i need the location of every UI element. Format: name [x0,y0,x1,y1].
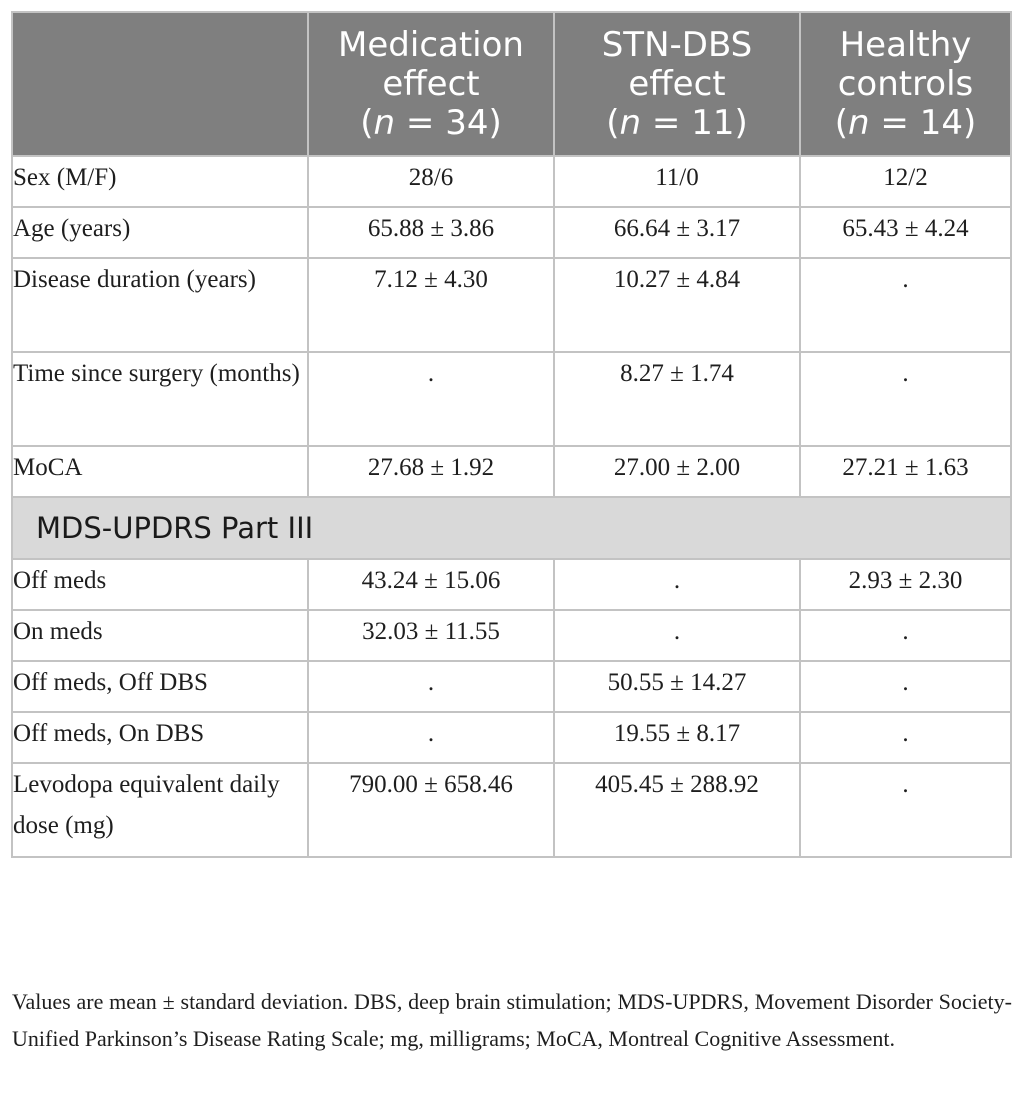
cell-value: . [307,351,555,447]
cell-value: . [307,660,555,713]
cell-value: 790.00 ± 658.46 [307,762,555,858]
cell-value: 19.55 ± 8.17 [553,711,801,764]
header-corner [11,11,309,157]
table-row: MoCA 27.68 ± 1.92 27.00 ± 2.00 27.21 ± 1… [11,445,1012,498]
table-row: Levodopa equivalent daily dose (mg) 790.… [11,762,1012,858]
table-row: Disease duration (years) 7.12 ± 4.30 10.… [11,257,1012,353]
section-header-row: MDS-UPDRS Part III [11,496,1012,560]
row-label: Off meds, On DBS [11,711,309,764]
section-title: MDS-UPDRS Part III [11,496,1012,560]
header-medication-effect: Medication effect (n = 34) [307,11,555,157]
cell-value: 12/2 [799,155,1012,208]
cell-value: . [799,609,1012,662]
header-healthy-controls: Healthy controls (n = 14) [799,11,1012,157]
cell-value: 8.27 ± 1.74 [553,351,801,447]
table-footnote: Values are mean ± standard deviation. DB… [12,989,1012,1051]
cell-value: . [553,609,801,662]
cell-value: . [307,711,555,764]
row-label: On meds [11,609,309,662]
cell-value: 405.45 ± 288.92 [553,762,801,858]
row-label: Off meds [11,558,309,611]
cell-value: 10.27 ± 4.84 [553,257,801,353]
row-label: Age (years) [11,206,309,259]
cell-value: . [799,762,1012,858]
cell-value: . [799,711,1012,764]
row-label: Levodopa equivalent daily dose (mg) [11,762,309,858]
cell-value: 65.88 ± 3.86 [307,206,555,259]
cell-value: 27.68 ± 1.92 [307,445,555,498]
cell-value: 50.55 ± 14.27 [553,660,801,713]
cell-value: 27.00 ± 2.00 [553,445,801,498]
cell-value: . [799,257,1012,353]
header-stn-dbs-effect: STN-DBS effect (n = 11) [553,11,801,157]
cell-value: 43.24 ± 15.06 [307,558,555,611]
row-label: Off meds, Off DBS [11,660,309,713]
row-label: Time since surgery (months) [11,351,309,447]
row-label: Disease duration (years) [11,257,309,353]
table-row: On meds 32.03 ± 11.55 . . [11,609,1012,662]
cell-value: 32.03 ± 11.55 [307,609,555,662]
cell-value: 27.21 ± 1.63 [799,445,1012,498]
table-row: Time since surgery (months) . 8.27 ± 1.7… [11,351,1012,447]
table-row: Off meds 43.24 ± 15.06 . 2.93 ± 2.30 [11,558,1012,611]
cell-value: . [799,351,1012,447]
row-label: Sex (M/F) [11,155,309,208]
row-label: MoCA [11,445,309,498]
cell-value: 28/6 [307,155,555,208]
table-row: Off meds, Off DBS . 50.55 ± 14.27 . [11,660,1012,713]
cell-value: 11/0 [553,155,801,208]
table-row: Age (years) 65.88 ± 3.86 66.64 ± 3.17 65… [11,206,1012,259]
cell-value: 66.64 ± 3.17 [553,206,801,259]
cell-value: . [553,558,801,611]
cell-value: . [799,660,1012,713]
table-row: Sex (M/F) 28/6 11/0 12/2 [11,155,1012,208]
cell-value: 2.93 ± 2.30 [799,558,1012,611]
table-row: Off meds, On DBS . 19.55 ± 8.17 . [11,711,1012,764]
cell-value: 65.43 ± 4.24 [799,206,1012,259]
demographics-table: Medication effect (n = 34) STN-DBS effec… [11,11,1012,858]
header-row: Medication effect (n = 34) STN-DBS effec… [11,11,1012,157]
cell-value: 7.12 ± 4.30 [307,257,555,353]
